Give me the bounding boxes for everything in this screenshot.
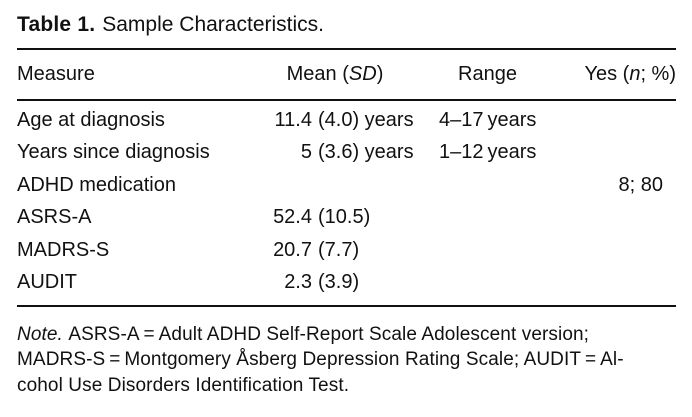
note-text-2: MADRS-S = Montgomery Åsberg Depression R… xyxy=(17,349,624,371)
mean-header-post: ) xyxy=(376,63,384,85)
col-header-mean-sd: Mean (SD) xyxy=(257,49,439,100)
mean-header-sd-italic: SD xyxy=(348,63,377,85)
table-row-age-at-diagnosis: Age at diagnosis 11.4 (4.0) years 4–17 y… xyxy=(17,100,676,136)
range-cell xyxy=(439,169,566,201)
mean-sd-cell: (3.6) years xyxy=(318,141,414,164)
mean-sd-cell: (4.0) years xyxy=(318,109,414,131)
yes-cell xyxy=(566,233,676,265)
mean-sd-cell: (3.9) xyxy=(318,270,360,293)
mean-value-cell: 2.3 xyxy=(284,270,312,293)
note-line-3: cohol Use Disorders Identification Test. xyxy=(17,373,676,399)
table-row-madrs-s: MADRS-S 20.7 (7.7) xyxy=(17,233,676,265)
table-body: Age at diagnosis 11.4 (4.0) years 4–17 y… xyxy=(17,100,676,306)
note-line-1: Note. ASRS-A = Adult ADHD Self-Report Sc… xyxy=(17,322,676,348)
yes-cell: 8; 80 xyxy=(618,173,663,196)
measure-cell: ASRS-A xyxy=(17,206,92,229)
range-cell: 1–12 years xyxy=(439,141,537,164)
range-cell xyxy=(439,266,566,306)
col-header-measure: Measure xyxy=(17,63,95,85)
range-cell xyxy=(439,233,566,265)
range-cell xyxy=(439,201,566,233)
mean-value-cell: 20.7 xyxy=(273,238,312,261)
yes-header-post: ; %) xyxy=(640,63,676,85)
measure-cell: AUDIT xyxy=(17,270,77,293)
note-line-2: MADRS-S = Montgomery Åsberg Depression R… xyxy=(17,347,676,373)
sample-characteristics-table: Measure Mean (SD) Range Yes (n; %) Age a… xyxy=(17,48,676,307)
measure-cell: MADRS-S xyxy=(17,238,110,261)
table-row-adhd-medication: ADHD medication 8; 80 xyxy=(17,169,676,201)
measure-cell: Age at diagnosis xyxy=(17,109,165,131)
mean-value-cell: 5 xyxy=(300,141,312,164)
table-header: Measure Mean (SD) Range Yes (n; %) xyxy=(17,49,676,100)
mean-sd-cell: (10.5) xyxy=(318,206,371,229)
range-cell: 4–17 years xyxy=(439,109,537,131)
col-header-range: Range xyxy=(458,63,517,85)
note-text-1: ASRS-A = Adult ADHD Self-Report Scale Ad… xyxy=(68,323,590,345)
note-text-3: cohol Use Disorders Identification Test. xyxy=(17,374,350,396)
header-row: Measure Mean (SD) Range Yes (n; %) xyxy=(17,49,676,100)
mean-value-cell xyxy=(257,169,312,201)
yes-cell xyxy=(566,100,676,136)
table-row-audit: AUDIT 2.3 (3.9) xyxy=(17,266,676,306)
yes-cell xyxy=(566,266,676,306)
mean-header-pre: Mean ( xyxy=(286,63,349,85)
table-title: Table 1. Sample Characteristics. xyxy=(17,11,676,38)
paper-table-figure: Table 1. Sample Characteristics. Measure … xyxy=(17,0,676,398)
mean-value-cell: 52.4 xyxy=(273,206,312,229)
yes-cell xyxy=(566,201,676,233)
table-row-asrs-a: ASRS-A 52.4 (10.5) xyxy=(17,201,676,233)
mean-value-cell: 11.4 xyxy=(274,109,312,131)
mean-sd-cell: (7.7) xyxy=(318,238,360,261)
mean-sd-cell xyxy=(312,169,439,201)
yes-cell xyxy=(566,136,676,168)
table-row-years-since-diagnosis: Years since diagnosis 5 (3.6) years 1–12… xyxy=(17,136,676,168)
yes-header-pre: Yes ( xyxy=(584,63,630,85)
col-header-yes: Yes (n; %) xyxy=(566,49,676,100)
table-caption: Sample Characteristics. xyxy=(102,13,324,36)
measure-cell: ADHD medication xyxy=(17,173,176,196)
table-number: Table 1. xyxy=(17,13,96,36)
table-note: Note. ASRS-A = Adult ADHD Self-Report Sc… xyxy=(17,322,676,399)
note-label: Note. xyxy=(17,323,63,345)
yes-header-n-italic: n xyxy=(629,63,641,85)
measure-cell: Years since diagnosis xyxy=(17,141,210,164)
